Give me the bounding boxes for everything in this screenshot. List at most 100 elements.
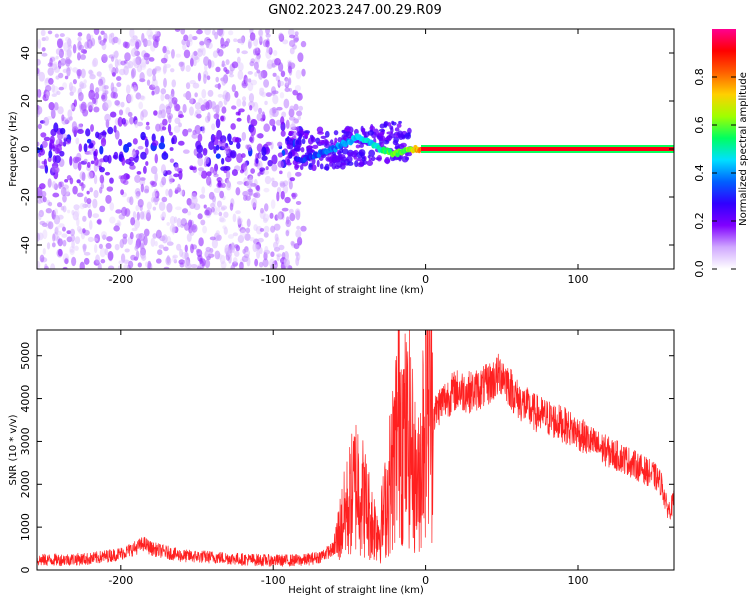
spectrogram-cell [89, 220, 93, 230]
spectrogram-cell [52, 233, 56, 242]
spectrogram-cell [198, 237, 204, 247]
spectrogram-cell [371, 156, 376, 162]
spectrogram-cell [201, 89, 207, 99]
spectrogram-cell [168, 115, 172, 124]
spectrogram-cell [131, 151, 137, 158]
spectrogram-cell [221, 76, 227, 86]
spectrogram-cell [200, 219, 206, 226]
spectrogram-cell [280, 190, 285, 200]
spectrogram-cell [279, 170, 283, 175]
spectrogram-cell [256, 143, 263, 153]
snr-frame [36, 329, 675, 571]
spectrogram-cell [162, 45, 167, 54]
spectrogram-cell [271, 177, 275, 183]
spectrogram-cell [205, 39, 211, 47]
spectrogram-cell [272, 50, 278, 56]
spectrogram-cell [77, 161, 82, 171]
spectrogram-cell [274, 58, 281, 66]
spectrogram-cell [235, 187, 241, 196]
spectrogram-cell [283, 257, 290, 267]
spectrogram-cell [157, 249, 163, 256]
spectrogram-cell [92, 57, 99, 67]
spectrogram-cell [221, 106, 227, 114]
spectrogram-cell [276, 212, 282, 221]
spectrogram-cell [93, 189, 99, 199]
spectrogram-cell [124, 52, 131, 62]
spectrogram-cell [316, 126, 324, 134]
spectrogram-cell [215, 144, 220, 151]
spectrogram-cell [108, 63, 114, 72]
spectrogram-cell [62, 226, 66, 232]
spectrogram-cell [106, 236, 113, 242]
spectrogram-cell [146, 209, 151, 218]
spectrogram-cell [227, 234, 235, 239]
spectrogram-cell [152, 74, 157, 82]
spectrogram-cell [75, 137, 80, 145]
spectrogram-cell [167, 123, 172, 134]
spectrogram-cell [257, 29, 263, 36]
spectrogram-cell [161, 196, 168, 203]
spectrogram-cell [54, 33, 59, 38]
spectrogram-cell [177, 114, 184, 119]
x-tick-label: -200 [108, 574, 133, 587]
spectrogram-cell [288, 208, 294, 214]
spectrogram-cell [266, 59, 274, 70]
spectrogram-cell [197, 133, 203, 143]
spectrogram-cell [194, 92, 198, 98]
spectrogram-cell [118, 138, 123, 147]
x-tick-label: -100 [261, 273, 286, 286]
spectrogram-cell [58, 223, 65, 228]
spectrogram-cell [69, 248, 75, 253]
spectrogram-cell [219, 217, 226, 223]
spectrogram-cell [269, 258, 275, 269]
spectrogram-cell [135, 233, 143, 240]
spectrogram-cell [262, 213, 270, 222]
spectrogram-cell [139, 211, 145, 220]
spectrogram-cell [99, 186, 103, 194]
spectrogram-cell [150, 165, 158, 175]
spectrogram-cell [207, 89, 214, 97]
spectrogram-cell [99, 40, 106, 46]
spectrogram-cell [48, 150, 53, 159]
spectrogram-cell [223, 211, 229, 218]
spectrogram-cell [205, 101, 210, 111]
spectrogram-cell [58, 86, 65, 91]
spectrogram-cell [174, 117, 181, 125]
spectrogram-cell [239, 36, 245, 45]
spectrogram-cell [298, 105, 304, 111]
spectrogram-cell [271, 180, 279, 188]
spectrogram-cell [184, 251, 189, 261]
spectrogram-cell [229, 150, 237, 159]
spectrogram-cell [83, 143, 88, 153]
spectrogram-cell [207, 111, 211, 122]
spectrogram-cell [42, 229, 48, 240]
spectrogram-cell [99, 174, 105, 184]
spectrogram-cell [162, 118, 168, 126]
spectrogram-cell [199, 40, 205, 46]
x-tick-label: 0 [422, 273, 429, 286]
spectrogram-cell [215, 153, 221, 159]
spectrogram-cell [396, 123, 402, 128]
spectrogram-cell [293, 103, 299, 111]
spectrogram-cell [61, 133, 68, 139]
spectrogram-cell [297, 115, 301, 120]
spectrogram-cell [40, 29, 46, 37]
spectrogram-cell [264, 175, 272, 185]
spectrogram-cell [261, 155, 268, 161]
spectrogram-cell [45, 85, 52, 92]
spectrogram-cell [258, 261, 264, 268]
spectrogram-cell [118, 109, 124, 116]
spectrogram-cell [114, 130, 120, 140]
spectrogram-cell [78, 91, 84, 102]
spectrogram-cell [251, 197, 258, 208]
spectrogram-cell [204, 209, 210, 216]
spectrogram-cell [217, 29, 224, 36]
spectrogram-cell [246, 144, 252, 152]
spectrogram-cell [300, 40, 307, 48]
spectrogram-cell [65, 191, 71, 197]
spectrogram-cell [236, 56, 241, 64]
spectrogram-cell [175, 104, 181, 112]
spectrogram-cell [362, 160, 368, 165]
spectrogram-cell [60, 57, 66, 66]
